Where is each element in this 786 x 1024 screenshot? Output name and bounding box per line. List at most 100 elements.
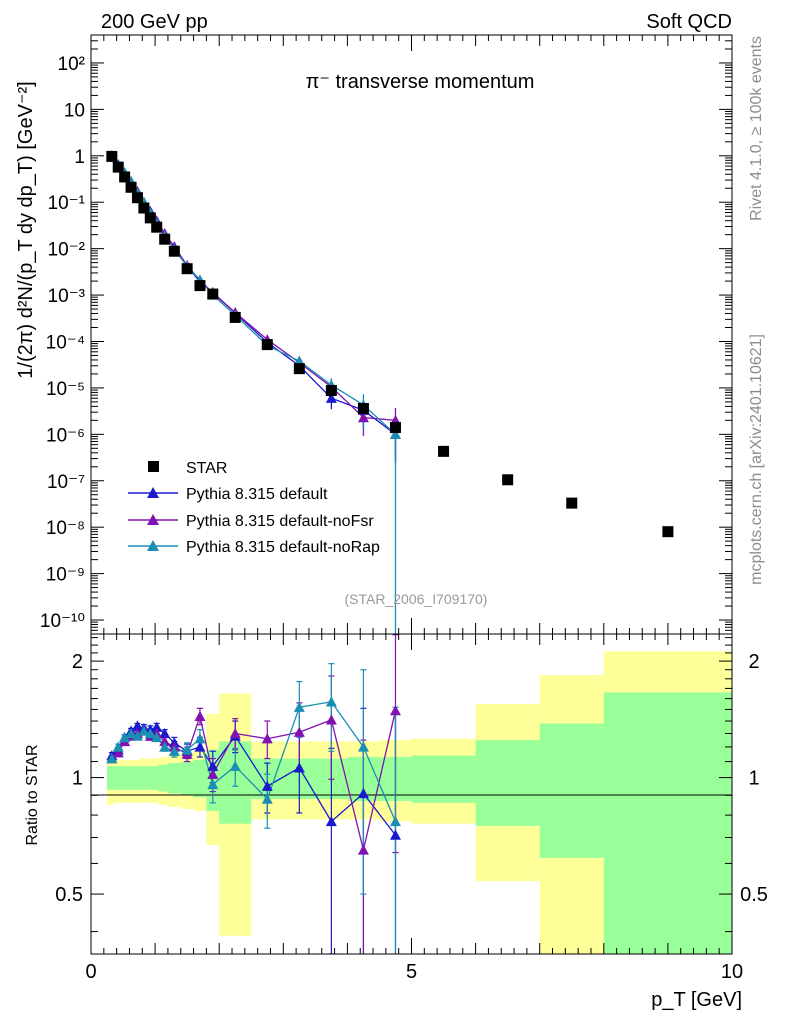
ratio-tick-label-right: 1 (748, 768, 759, 790)
y-tick-label: 10⁻¹ (48, 193, 86, 214)
ratio-2-point (194, 733, 206, 744)
series-line-1 (111, 155, 396, 422)
ratio-2-point (357, 741, 369, 752)
axes: 10⁻¹⁰ 10⁻⁹ 10⁻⁸ 10⁻⁷ 10⁻⁶ 10⁻⁵ 10⁻⁴ 10⁻³ 10⁻² 10⁻… (40, 34, 768, 983)
series-0-point (325, 392, 337, 403)
series-2-point (293, 355, 305, 366)
star-point (138, 202, 150, 214)
ratio-2-point (159, 741, 171, 752)
uncertainty-band-inner (539, 723, 604, 858)
x-tick-label: 5 (406, 961, 417, 983)
star-point (229, 311, 241, 323)
ratio-0-point (325, 816, 337, 827)
uncertainty-band-inner (126, 766, 133, 790)
ratio-tick-label-left: 0.5 (55, 884, 83, 906)
header-left: 200 GeV pp (101, 11, 208, 33)
star-point (293, 363, 305, 375)
star-point (144, 212, 156, 224)
ratio-2-point (106, 753, 118, 764)
ratio-0-point (293, 762, 305, 773)
ratio-2-point (325, 696, 337, 707)
ratio-series (106, 634, 401, 954)
ratio-0-point (151, 721, 163, 732)
ratio-1-point (207, 768, 219, 779)
legend-nofsr-marker (147, 514, 159, 525)
ratio-0-point (207, 760, 219, 771)
ratio-2-point (229, 760, 241, 771)
uncertainty-band-inner (113, 766, 120, 790)
y-tick-label: 10⁻⁴ (46, 332, 85, 353)
legend-default-label: Pythia 8.315 default (186, 486, 328, 503)
star-point (502, 474, 514, 486)
ratio-1-point (194, 710, 206, 721)
legend-star-label: STAR (186, 460, 227, 477)
series-line-2 (111, 155, 396, 435)
y-tick-label: 10⁻⁸ (46, 518, 85, 539)
ratio-2-point (112, 741, 124, 752)
ratio-2-point (125, 727, 137, 739)
y-tick-label: 10⁻⁶ (46, 425, 85, 446)
ratio-2-point (138, 725, 150, 736)
header-right: Soft QCD (646, 11, 732, 33)
watermark: (STAR_2006_I709170) (345, 591, 488, 607)
star-point (662, 526, 674, 538)
y-tick-label: 10 (64, 100, 85, 121)
y-tick-label: 10⁻⁵ (46, 379, 85, 400)
star-point (181, 263, 193, 275)
y-tick-label: 10⁻³ (48, 286, 86, 307)
ratio-1-point (112, 747, 124, 758)
star-point (357, 403, 369, 415)
uncertainty-band-inner (180, 761, 194, 796)
legend-norap-label: Pythia 8.315 default-noRap (186, 539, 380, 556)
y-axis-label: 1/(2π) d²N/(p_T dy dp_T) [GeV⁻²] (15, 81, 37, 378)
ratio-0-point (194, 741, 206, 752)
ratio-axis-label: Ratio to STAR (24, 744, 41, 845)
x-tick-label: 10 (721, 961, 743, 983)
ratio-0-point (159, 727, 171, 739)
uncertainty-band-inner (475, 740, 540, 826)
ratio-1-point (325, 714, 337, 725)
ratio-2-point (131, 730, 143, 741)
main-series (106, 150, 674, 634)
series-2-point (389, 428, 401, 440)
mcplots-credit-text: mcplots.cern.ch [arXiv:2401.10621] (748, 334, 765, 585)
ratio-0-point (261, 780, 273, 791)
x-axis-label: p_T [GeV] (651, 989, 742, 1011)
uncertainty-band-inner (193, 760, 207, 798)
legend-default-marker (147, 487, 159, 498)
ratio-0-point (131, 720, 143, 731)
uncertainty-band-inner (145, 766, 152, 790)
y-tick-label: 10⁻⁹ (46, 565, 85, 586)
series-1-point (357, 412, 369, 423)
y-tick-label: 10⁻¹⁰ (40, 611, 85, 632)
ratio-tick-label-right: 0.5 (740, 884, 768, 906)
y-tick-label: 10⁻² (48, 240, 86, 261)
ratio-2-point (119, 731, 131, 743)
ratio-1-point (389, 705, 401, 716)
star-point (438, 445, 450, 457)
uncertainty-band-inner (107, 766, 114, 790)
ratio-2-point (144, 727, 156, 739)
ratio-0-point (357, 787, 369, 799)
ratio-tick-label-left: 1 (72, 768, 83, 790)
uncertainty-band-inner (603, 692, 732, 954)
ratio-1-point (261, 733, 273, 744)
star-point (261, 339, 273, 351)
series-line-0 (111, 155, 396, 435)
y-tick-label: 10² (58, 54, 85, 75)
star-point (194, 280, 206, 292)
y-tick-label: 10⁻⁷ (47, 472, 85, 493)
legend-star-marker (148, 461, 159, 472)
uncertainty-band-inner (411, 755, 476, 803)
ratio-2-point (293, 701, 305, 712)
star-point (389, 422, 401, 434)
ratio-1-point (229, 727, 241, 739)
star-point (125, 181, 137, 193)
uncertainty-band-inner (132, 766, 140, 790)
star-point (566, 497, 578, 509)
uncertainty-band-inner (119, 766, 127, 790)
ratio-2-point (181, 744, 193, 755)
legend-nofsr-label: Pythia 8.315 default-noFsr (186, 513, 374, 530)
legend: STAR Pythia 8.315 default Pythia 8.315 d… (128, 460, 380, 556)
